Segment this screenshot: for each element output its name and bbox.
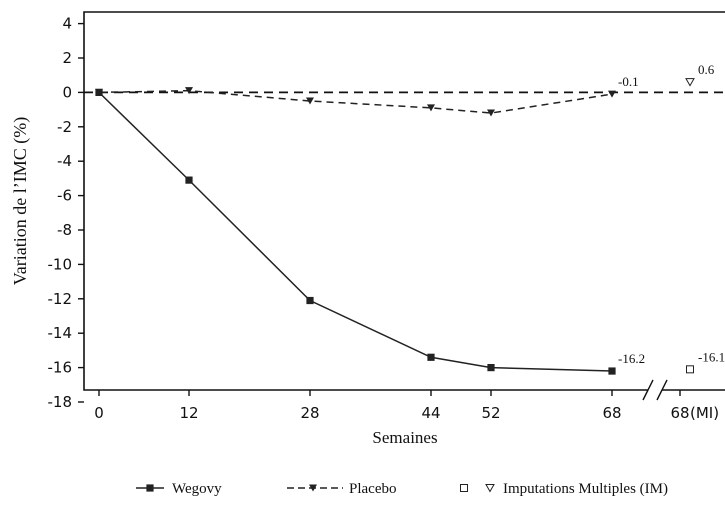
legend-item: Wegovy	[136, 481, 222, 497]
y-axis-title: Variation de l’IMC (%)	[10, 117, 31, 285]
legend-marker	[460, 484, 468, 492]
legend: Wegovy Placebo Imputations Multiples (IM)	[136, 481, 668, 497]
y-tick: -14	[48, 324, 84, 342]
x-tick: 52	[481, 390, 501, 422]
y-tick-label: -18	[48, 393, 73, 411]
x-tick-label: 44	[421, 404, 440, 422]
y-tick-label: 2	[62, 49, 72, 67]
axes	[83, 11, 725, 401]
series-layer: -16.2 -0.1	[95, 74, 645, 375]
y-tick: -2	[57, 118, 84, 136]
series-line	[98, 91, 613, 372]
legend-marker	[485, 484, 495, 493]
x-tick-label-mi-suffix: (MI)	[690, 404, 719, 422]
x-tick-label: 12	[179, 404, 198, 422]
x-tick: 12	[179, 390, 199, 422]
data-point	[306, 97, 314, 105]
y-tick: -4	[57, 152, 84, 170]
x-axis-title: Semaines	[372, 428, 437, 447]
end-value-label: -16.2	[618, 351, 645, 366]
x-tick: 68	[602, 390, 622, 422]
imputation-point	[686, 365, 694, 374]
y-tick-label: -14	[48, 324, 73, 342]
legend-marker	[309, 484, 317, 492]
data-point	[487, 109, 495, 117]
series-line	[98, 89, 613, 114]
y-tick: 0	[62, 83, 84, 101]
y-tick: -16	[48, 359, 84, 377]
y-tick: 4	[62, 15, 84, 33]
x-tick-label: 68	[602, 404, 621, 422]
axis-break-mark	[656, 379, 668, 401]
end-value-label: -0.1	[618, 74, 639, 89]
y-tick-label: 4	[62, 15, 72, 33]
data-point	[427, 353, 435, 361]
y-tick: 2	[62, 49, 84, 67]
y-tick-label: -4	[57, 152, 72, 170]
legend-item: Placebo	[287, 481, 396, 497]
y-tick: -12	[48, 290, 84, 308]
legend-item: Imputations Multiples (IM)	[460, 481, 668, 497]
x-tick: 28	[300, 390, 320, 422]
data-point	[95, 88, 103, 96]
data-point	[608, 90, 616, 98]
x-tick: 0	[94, 390, 104, 422]
series-placebo: -0.1	[95, 74, 639, 117]
y-tick-label: -12	[48, 290, 73, 308]
y-tick-label: -2	[57, 118, 72, 136]
x-tick-label: 52	[481, 404, 500, 422]
y-tick-label: -10	[48, 255, 73, 273]
y-tick-label: -16	[48, 359, 73, 377]
y-tick: -6	[57, 187, 84, 205]
legend-label: Wegovy	[172, 481, 222, 497]
data-point	[185, 87, 193, 95]
imputation-value-label: 0.6	[698, 62, 715, 77]
data-point	[427, 104, 435, 112]
x-tick-label: 0	[94, 404, 104, 422]
y-tick-label: -8	[57, 221, 72, 239]
y-tick: -18	[48, 393, 84, 411]
x-axis-ticks: 0 12 28 44 52 68 68	[94, 390, 690, 422]
legend-label: Imputations Multiples (IM)	[503, 481, 668, 497]
y-axis-ticks: 4 2 0 -2 -4 -6 -8 -10 -12 -14 -16 -18	[48, 15, 84, 411]
plot-frame	[83, 11, 725, 391]
data-point	[608, 367, 616, 375]
y-tick: -8	[57, 221, 84, 239]
data-point	[185, 176, 193, 184]
series-wegovy: -16.2	[95, 88, 645, 375]
imputation-value-label: -16.1	[698, 349, 725, 364]
data-point	[487, 364, 495, 372]
x-tick-label: 68	[670, 404, 689, 422]
x-tick: 44	[421, 390, 441, 422]
imputation-point	[685, 78, 695, 87]
y-tick: -10	[48, 255, 84, 273]
y-tick-label: 0	[62, 83, 72, 101]
axis-break-mark	[642, 379, 654, 401]
imputation-layer: -16.1 0.6	[685, 62, 725, 374]
x-tick: 68	[670, 390, 690, 422]
legend-label: Placebo	[349, 481, 396, 497]
y-tick-label: -6	[57, 187, 72, 205]
data-point	[306, 296, 314, 305]
legend-marker	[146, 484, 154, 492]
x-tick-label: 28	[300, 404, 319, 422]
